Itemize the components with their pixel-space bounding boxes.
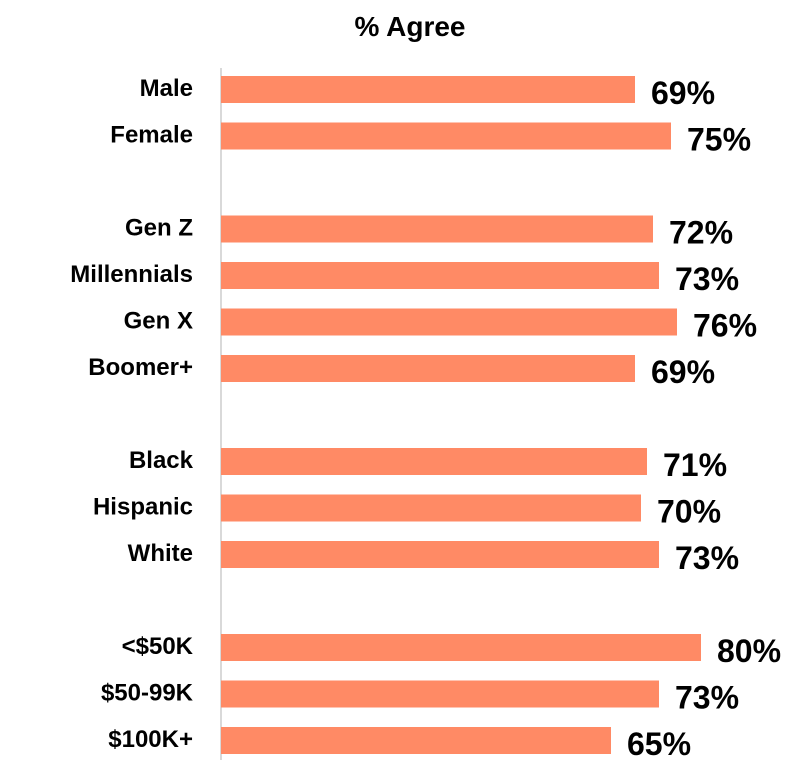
category-label-white: White (128, 540, 193, 567)
category-label-100k: $100K+ (108, 726, 193, 753)
bar-male (221, 76, 635, 103)
category-label-50k: <$50K (122, 633, 194, 660)
value-label-50k: 80% (717, 633, 781, 669)
category-label-gen-z: Gen Z (125, 214, 193, 241)
category-label-male: Male (140, 75, 193, 102)
value-label-50-99k: 73% (675, 679, 739, 715)
bar-female (221, 122, 671, 150)
bar-black (221, 448, 647, 475)
bar-gen-x (221, 308, 677, 336)
value-label-100k: 65% (627, 726, 691, 762)
bar-50-99k (221, 680, 659, 708)
bar-gen-z (221, 215, 653, 243)
value-label-white: 73% (675, 540, 739, 576)
category-label-gen-x: Gen X (124, 307, 193, 334)
value-label-female: 75% (687, 121, 751, 157)
bar-hispanic (221, 494, 641, 522)
value-label-millennials: 73% (675, 261, 739, 297)
category-label-female: Female (110, 121, 193, 148)
bar-millennials (221, 262, 659, 289)
category-label-boomer: Boomer+ (88, 354, 193, 381)
value-label-male: 69% (651, 75, 715, 111)
value-label-black: 71% (663, 447, 727, 483)
bar-white (221, 541, 659, 568)
value-label-gen-z: 72% (669, 214, 733, 250)
bar-50k (221, 634, 701, 661)
category-label-50-99k: $50-99K (101, 679, 194, 706)
chart-marks: Male 69% Female 75% Gen Z 72% Millennials 73% Ge… (70, 75, 781, 762)
category-label-black: Black (129, 447, 194, 474)
category-label-millennials: Millennials (70, 261, 193, 288)
value-label-hispanic: 70% (657, 493, 721, 529)
category-label-hispanic: Hispanic (93, 493, 193, 520)
value-label-boomer: 69% (651, 354, 715, 390)
chart-title: % Agree (354, 11, 465, 42)
bar-100k (221, 727, 611, 754)
bar-boomer (221, 355, 635, 382)
value-label-gen-x: 76% (693, 307, 757, 343)
